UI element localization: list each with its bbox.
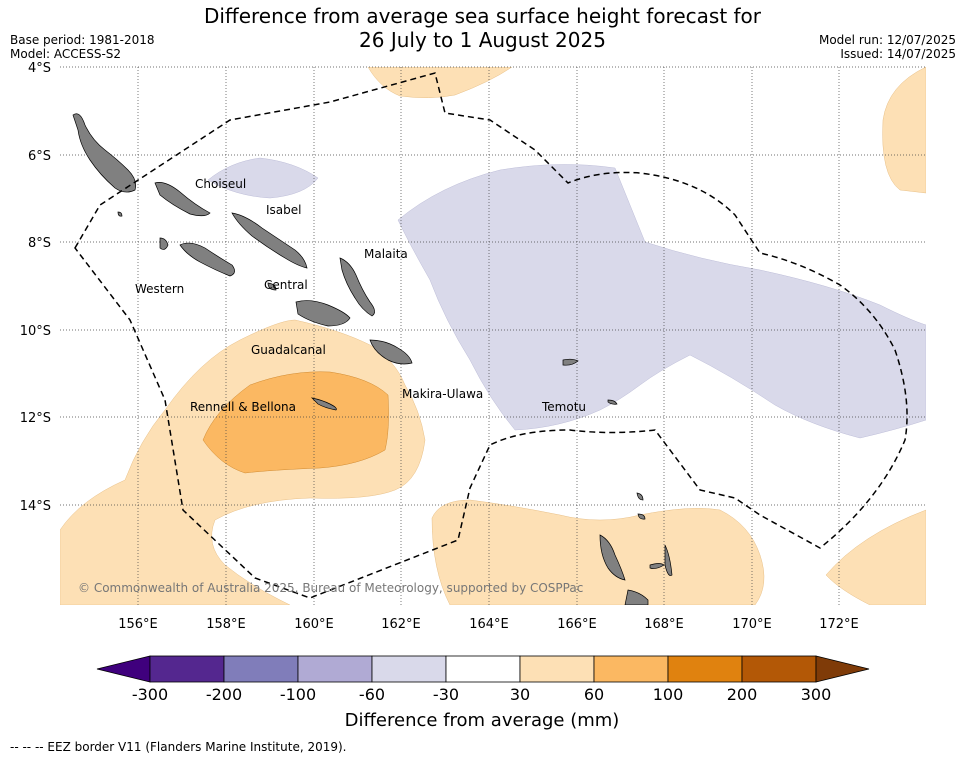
colorbar-segment: [741, 655, 817, 683]
label-isabel: Isabel: [266, 203, 301, 217]
lat-label: 12°S: [20, 411, 51, 426]
label-central: Central: [264, 278, 308, 292]
lon-label: 166°E: [557, 617, 597, 632]
lon-label: 170°E: [732, 617, 772, 632]
island-maewo: [664, 544, 673, 576]
lat-label: 4°S: [28, 61, 51, 76]
island-ambae: [649, 563, 665, 569]
positive-anomaly-east: [882, 67, 926, 194]
lat-label: 10°S: [20, 324, 51, 339]
lat-label: 14°S: [20, 499, 51, 514]
island-new-georgia: [179, 242, 235, 277]
colorbar-tick-label: 100: [653, 685, 684, 704]
island-torres: [636, 492, 644, 501]
base-period: Base period: 1981-2018: [10, 33, 155, 47]
colorbar-tick-label: -60: [359, 685, 385, 704]
island-makira: [369, 339, 413, 365]
colorbar-tick-label: 60: [584, 685, 604, 704]
lon-label: 168°E: [644, 617, 684, 632]
label-choiseul: Choiseul: [195, 177, 246, 191]
colorbar-tick-label: 30: [510, 685, 530, 704]
lon-label: 172°E: [819, 617, 859, 632]
label-western: Western: [135, 282, 184, 296]
map-title-line1: Difference from average sea surface heig…: [203, 4, 762, 28]
latitude-labels: 4°S 6°S 8°S 10°S 12°S 14°S: [20, 61, 51, 514]
lon-label: 158°E: [206, 617, 246, 632]
positive-anomaly-core: [202, 371, 389, 474]
island-nendo: [562, 358, 579, 366]
label-temotu: Temotu: [541, 400, 586, 414]
colorbar-tick-label: -300: [132, 685, 168, 704]
longitude-labels: 156°E 158°E 160°E 162°E 164°E 166°E 168°E 170°E…: [118, 617, 859, 632]
positive-anomaly-north: [367, 67, 513, 98]
positive-anomaly-south: [431, 499, 765, 605]
forecast-map: Choiseul Isabel Malaita Western Central …: [20, 61, 926, 731]
lon-label: 156°E: [118, 617, 158, 632]
island-vanikoro: [607, 399, 618, 405]
map-title-line2: 26 July to 1 August 2025: [359, 28, 606, 52]
positive-anomaly-southeast: [825, 509, 926, 605]
eez-border: [74, 72, 908, 599]
colorbar-title: Difference from average (mm): [345, 710, 620, 731]
colorbar-segment: [519, 655, 595, 683]
lat-label: 6°S: [28, 149, 51, 164]
colorbar-segment: [371, 655, 447, 683]
label-malaita: Malaita: [364, 247, 408, 261]
lon-label: 160°E: [294, 617, 334, 632]
island-malaita: [339, 257, 375, 317]
anomaly-fields: [60, 67, 926, 605]
lon-label: 164°E: [469, 617, 509, 632]
colorbar-tick-label: 300: [801, 685, 832, 704]
copyright-notice: © Commonwealth of Australia 2025, Bureau…: [78, 581, 583, 595]
colorbar-tick-label: -200: [206, 685, 242, 704]
island-isabel: [231, 212, 308, 269]
colorbar-segment: [297, 655, 373, 683]
island-espiritu-santo: [599, 534, 626, 581]
island-bougainville: [72, 113, 137, 193]
model-run: Model run: 12/07/2025: [818, 33, 956, 47]
lat-label: 8°S: [28, 236, 51, 251]
lon-label: 162°E: [381, 617, 421, 632]
model-name: Model: ACCESS-S2: [10, 47, 122, 61]
negative-anomaly-north: [207, 157, 319, 199]
colorbar-segment: [149, 655, 225, 683]
colorbar-tick-label: -30: [433, 685, 459, 704]
negative-anomaly-east: [397, 164, 926, 439]
colorbar-extend-low: [96, 655, 151, 683]
label-guadalcanal: Guadalcanal: [251, 343, 326, 357]
label-makira-ulawa: Makira-Ulawa: [402, 387, 483, 401]
label-rennell-bellona: Rennell & Bellona: [190, 400, 296, 414]
island-guadalcanal: [295, 300, 351, 327]
eez-legend: -- -- -- EEZ border V11 (Flanders Marine…: [10, 740, 347, 754]
colorbar-segment: [223, 655, 299, 683]
island-banks: [637, 513, 646, 520]
colorbar-extend-high: [815, 655, 870, 683]
colorbar: -300 -200 -100 -60 -30 30 60 100 200 300: [96, 655, 870, 704]
colorbar-segment: [593, 655, 669, 683]
island-rennell: [310, 397, 337, 411]
island-choiseul: [154, 182, 211, 217]
land-masses: [72, 113, 673, 605]
issued-date: Issued: 14/07/2025: [840, 47, 956, 61]
island-small-2: [267, 282, 277, 291]
island-vella: [159, 237, 169, 250]
island-malekula: [624, 589, 649, 605]
colorbar-tick-label: -100: [280, 685, 316, 704]
colorbar-segment: [667, 655, 743, 683]
island-small-1: [117, 211, 123, 217]
graticule: [60, 66, 926, 605]
colorbar-tick-label: 200: [727, 685, 758, 704]
colorbar-segment: [445, 655, 521, 683]
